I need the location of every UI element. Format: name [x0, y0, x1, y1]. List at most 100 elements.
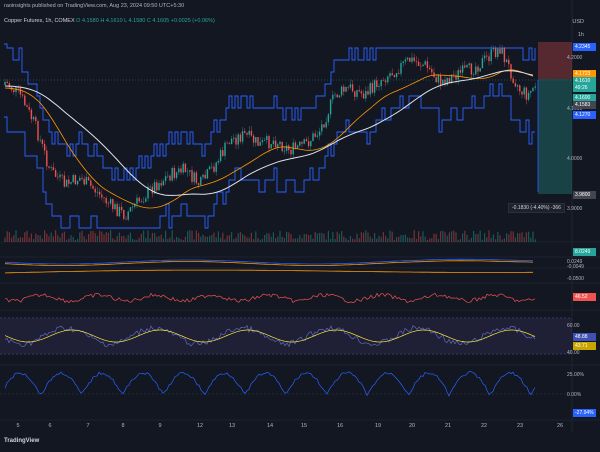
candle [158, 183, 160, 191]
volume-bar [411, 238, 413, 242]
volume-bar [453, 230, 455, 242]
candle [19, 88, 22, 95]
volume-bar [110, 230, 112, 242]
volume-bar [382, 232, 384, 242]
volume-bar [387, 238, 389, 242]
currency-label[interactable]: USD [572, 19, 584, 25]
candle [257, 137, 259, 146]
candle [13, 89, 15, 93]
volume-bar [24, 232, 26, 242]
interval-label: 1h [577, 32, 584, 38]
volume-bar [162, 238, 164, 242]
candle [156, 182, 158, 191]
volume-bar [503, 238, 505, 242]
volume-bar [103, 234, 105, 242]
candle [224, 142, 226, 156]
candle [378, 85, 380, 88]
candle [114, 204, 116, 210]
volume-bar [136, 239, 138, 242]
volume-bar [398, 236, 400, 242]
candle [35, 117, 37, 122]
volume-bar [281, 236, 283, 242]
candle [431, 69, 433, 73]
candle [367, 91, 369, 95]
volume-bar [206, 236, 208, 242]
volume-bar [508, 234, 510, 242]
candle [512, 78, 514, 84]
volume-bar [81, 230, 83, 242]
candle [70, 182, 72, 184]
candle [222, 150, 224, 156]
volume-bar [138, 237, 140, 242]
candle [127, 211, 129, 220]
volume-bar [213, 232, 215, 242]
candle [30, 109, 33, 120]
volume-bar [299, 235, 301, 242]
volume-bar [222, 232, 224, 242]
candle [178, 168, 180, 173]
volume-bar [506, 233, 508, 242]
volume-bar [459, 239, 461, 242]
candle [226, 142, 228, 144]
candle [428, 67, 431, 70]
volume-bar [347, 239, 349, 242]
volume-bar [15, 230, 17, 242]
volume-bar [244, 235, 246, 242]
volume-bar [257, 238, 259, 242]
candle [415, 61, 418, 62]
candle [525, 87, 528, 100]
candle [479, 68, 481, 72]
volume-bar [341, 230, 343, 242]
candle [492, 48, 495, 50]
candle [499, 48, 501, 54]
stoch-band [0, 318, 572, 354]
volume-bar [228, 235, 230, 242]
candle [384, 80, 387, 83]
symbol-legend[interactable]: Copper Futures, 1h, COMEX O 4.1580 H 4.1… [4, 18, 215, 24]
candle [85, 177, 88, 185]
candle [305, 139, 308, 142]
volume-bar [466, 234, 468, 242]
volume-bar [523, 237, 525, 242]
candle [94, 188, 96, 193]
volume-bar [413, 230, 415, 242]
volume-bar [30, 233, 32, 242]
volume-bar [28, 237, 30, 242]
volume-bar [52, 236, 54, 242]
volume-bar [488, 230, 490, 242]
volume-bar [59, 237, 61, 242]
candle [380, 80, 382, 86]
volume-bar [158, 236, 160, 242]
volume-bar [367, 232, 369, 242]
volume-bar [13, 235, 15, 242]
candle [74, 175, 77, 185]
macd-tick: -0.0049 [567, 264, 584, 270]
volume-bar [303, 234, 305, 242]
volume-bar [140, 233, 142, 242]
volume-bar [475, 234, 477, 242]
candle [68, 179, 70, 184]
volume-bar [193, 239, 195, 242]
candle [534, 86, 536, 88]
volume-bar [402, 235, 404, 242]
candle [272, 140, 275, 145]
candle [197, 183, 200, 185]
candle [169, 175, 171, 181]
price-tick: 4.1000 [567, 106, 583, 112]
volume-bar [57, 235, 59, 242]
candle [338, 95, 341, 98]
candle [351, 84, 354, 92]
volume-bar [514, 237, 516, 242]
candle [246, 132, 248, 135]
volume-bar [349, 235, 351, 242]
candle [376, 80, 378, 88]
volume-bar [389, 230, 391, 242]
candle [147, 186, 149, 199]
time-tick: 19 [374, 423, 382, 429]
candle [455, 75, 457, 80]
volume-bar [189, 230, 191, 242]
volume-bar [464, 230, 466, 242]
volume-bar [345, 238, 347, 242]
volume-bar [171, 230, 173, 242]
